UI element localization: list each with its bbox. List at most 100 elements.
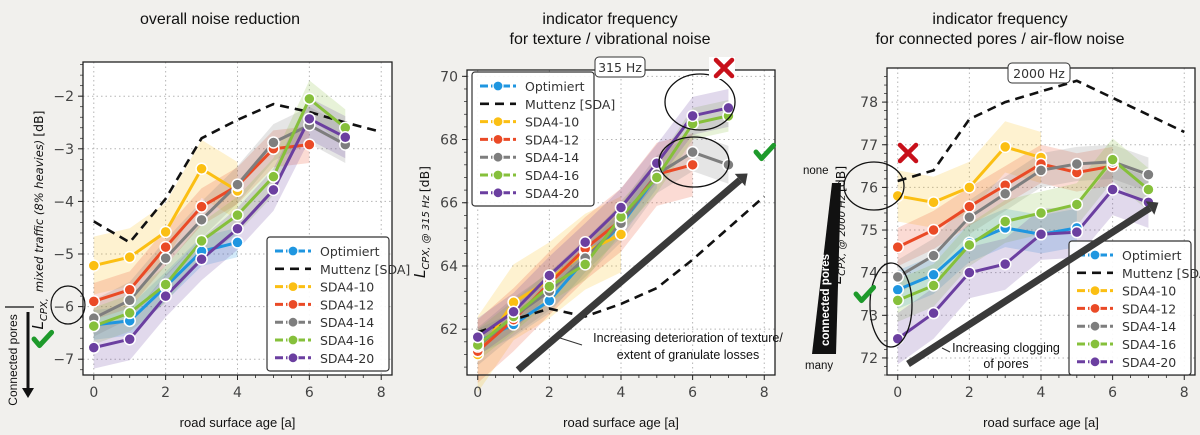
highlight-ellipse-lower bbox=[658, 136, 730, 188]
legend-swatch-marker bbox=[287, 334, 299, 346]
series-line-sda4-20 bbox=[93, 116, 346, 350]
legend-label: SDA4-20 bbox=[1122, 355, 1176, 370]
deterioration-text: Increasing deterioration of texture/exte… bbox=[593, 331, 783, 362]
data-point-sda4-16 bbox=[927, 279, 940, 292]
y-tick-label: 78 bbox=[860, 95, 878, 111]
data-point-sda4-16 bbox=[1106, 153, 1119, 166]
legend-swatch-marker bbox=[492, 133, 504, 145]
data-point-sda4-14 bbox=[686, 145, 699, 159]
chart1-title: overall noise reduction bbox=[139, 11, 301, 28]
legend-item: Muttenz [SDA] bbox=[1077, 266, 1200, 281]
legend-item: SDA4-10 bbox=[480, 115, 579, 130]
data-point-sda4-20 bbox=[614, 201, 628, 214]
x-tick-label: 8 bbox=[377, 385, 386, 401]
data-point-sda4-14 bbox=[1070, 157, 1084, 171]
deterioration-text-line1: Increasing deterioration of texture/ bbox=[593, 331, 783, 345]
legend-label: SDA4-16 bbox=[320, 333, 374, 348]
data-point-sda4-20 bbox=[471, 330, 484, 344]
legend-label: SDA4-10 bbox=[320, 280, 374, 295]
data-point-sda4-14 bbox=[231, 178, 244, 191]
y-tick-label: −2 bbox=[53, 89, 74, 105]
legend-item: SDA4-12 bbox=[1077, 301, 1176, 316]
data-point-sda4-10 bbox=[927, 196, 940, 209]
y-tick-label: 73 bbox=[860, 308, 878, 324]
legend-label: Optimiert bbox=[320, 244, 380, 259]
data-point-sda4-20 bbox=[543, 269, 556, 282]
y-label-main: L bbox=[29, 321, 47, 329]
check-icon bbox=[31, 329, 55, 349]
data-point-sda4-12 bbox=[686, 158, 699, 172]
chart3-title: indicator frequency for connected pores … bbox=[810, 10, 1190, 50]
legend-swatch-marker bbox=[492, 187, 504, 199]
data-point-sda4-20 bbox=[303, 112, 316, 126]
data-point-sda4-12 bbox=[159, 240, 172, 254]
legend-label: Optimiert bbox=[525, 79, 585, 94]
legend-item: SDA4-20 bbox=[1077, 355, 1176, 370]
y-tick-label: −7 bbox=[53, 352, 74, 368]
legend-label: SDA4-14 bbox=[320, 315, 374, 330]
y-label-sub: CPX, @ 2000 Hz bbox=[837, 194, 848, 276]
data-point-sda4-20 bbox=[1106, 183, 1119, 196]
legend-item: SDA4-12 bbox=[480, 132, 579, 147]
data-point-sda4-16 bbox=[123, 306, 136, 320]
x-tick-label: 6 bbox=[1108, 385, 1117, 401]
y-label-unit: [dB] bbox=[417, 166, 432, 192]
data-point-sda4-20 bbox=[267, 183, 280, 197]
legend-label: Muttenz [SDA] bbox=[1122, 266, 1200, 281]
legend: Optimiert Muttenz [SDA] SDA4-10 SDA4-12 SDA4… bbox=[471, 71, 615, 207]
frequency-label: 315 Hz bbox=[598, 60, 642, 75]
data-point-sda4-16 bbox=[159, 278, 172, 291]
x-tick-label: 0 bbox=[893, 385, 902, 401]
data-point-sda4-16 bbox=[195, 234, 208, 248]
legend-label: SDA4-12 bbox=[1122, 301, 1176, 316]
data-point-sda4-16 bbox=[1142, 183, 1155, 196]
data-point-optimiert bbox=[231, 236, 244, 249]
wedge-bottom-label: many bbox=[805, 360, 833, 372]
x-tick-label: 2 bbox=[965, 385, 974, 401]
legend-swatch-marker bbox=[492, 169, 504, 181]
legend-swatch-marker bbox=[287, 245, 299, 257]
data-point-sda4-14 bbox=[927, 249, 940, 262]
y-tick-label: 75 bbox=[860, 223, 878, 239]
data-point-sda4-20 bbox=[963, 266, 976, 279]
deterioration-text-line2: extent of granulate losses bbox=[617, 348, 759, 362]
highlight-ellipse-upper bbox=[664, 73, 736, 131]
data-point-sda4-12 bbox=[891, 240, 904, 254]
y-tick-label: 62 bbox=[440, 322, 458, 338]
legend-label: SDA4-20 bbox=[320, 351, 374, 366]
legend-swatch-marker bbox=[1089, 320, 1101, 332]
data-point-sda4-20 bbox=[927, 306, 940, 320]
series-line-muttenz-sda bbox=[93, 102, 382, 245]
data-point-sda4-20 bbox=[891, 332, 904, 346]
y-label-italic: mixed traffic (8% heavies) bbox=[32, 140, 46, 292]
y-tick-label: 64 bbox=[440, 259, 458, 275]
chart-3: 0 2 4 6 8 72 73 74 75 76 77 78 road surface age [a] O… bbox=[803, 62, 1200, 430]
y-tick-label: 72 bbox=[860, 351, 878, 367]
data-point-sda4-10 bbox=[87, 259, 101, 272]
data-point-sda4-12 bbox=[87, 295, 101, 308]
legend-label: SDA4-14 bbox=[1122, 319, 1176, 334]
legend-swatch-marker bbox=[287, 316, 299, 328]
data-point-sda4-14 bbox=[963, 210, 976, 224]
data-point-sda4-16 bbox=[650, 171, 664, 184]
y-tick-label: 77 bbox=[860, 138, 878, 154]
legend-item: SDA4-14 bbox=[480, 150, 579, 165]
legend-item: Muttenz [SDA] bbox=[480, 97, 615, 112]
data-point-sda4-14 bbox=[267, 136, 280, 149]
data-point-sda4-12 bbox=[927, 223, 940, 237]
data-point-sda4-10 bbox=[159, 225, 172, 239]
data-point-sda4-12 bbox=[195, 200, 208, 213]
clogging-arrow-shaft bbox=[906, 205, 1152, 367]
x-axis-label: road surface age [a] bbox=[180, 415, 296, 430]
data-point-sda4-20 bbox=[339, 130, 352, 144]
connected-pores-label: Connected pores bbox=[6, 314, 20, 405]
x-tick-label: 4 bbox=[233, 385, 242, 401]
chart-1: 0 2 4 6 8 −7 −6 −5 −4 −3 −2 road surface age [a] Opt… bbox=[5, 61, 410, 430]
data-point-sda4-12 bbox=[303, 138, 316, 151]
data-point-sda4-14 bbox=[159, 251, 172, 265]
deterioration-arrow-head bbox=[734, 173, 748, 187]
check-icon bbox=[753, 142, 777, 162]
series-line-sda4-20 bbox=[896, 187, 1149, 340]
